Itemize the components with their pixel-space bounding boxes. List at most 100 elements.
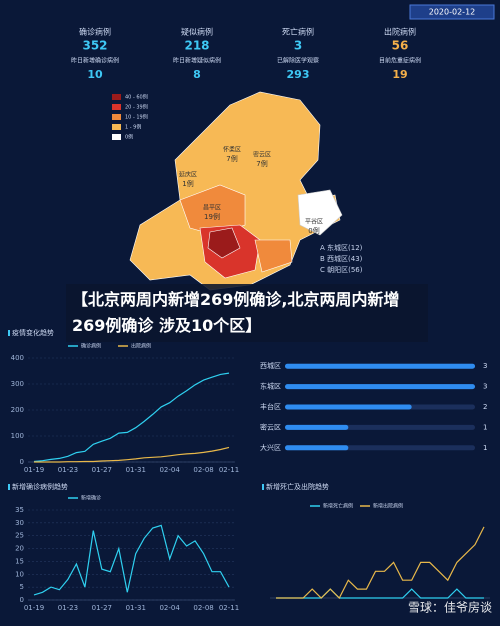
district-name: 延庆区 <box>179 171 197 179</box>
value-label: 1 <box>483 423 487 431</box>
y-tick-label: 35 <box>15 506 24 514</box>
stat-sub-label: 已解除医学观察 <box>277 57 319 65</box>
district-count: 7例 <box>226 154 237 163</box>
stat-label: 死亡病例 <box>282 27 314 37</box>
series-line <box>276 588 484 599</box>
series-line <box>33 372 230 463</box>
y-tick-label: 0 <box>20 458 24 466</box>
title-marker <box>262 484 264 490</box>
y-tick-label: 30 <box>15 519 24 527</box>
district-count: 19例 <box>204 212 220 221</box>
title-marker <box>8 484 10 490</box>
y-tick-label: 25 <box>15 532 24 540</box>
x-tick-label: 02-04 <box>159 466 180 474</box>
stat-sub-label: 昨日新增确诊病例 <box>71 57 119 65</box>
x-tick-label: 01-23 <box>58 604 78 612</box>
stat-sub-value: 10 <box>87 68 103 81</box>
chart-title: 新增确诊病例趋势 <box>12 482 68 491</box>
category-label: 西城区 <box>260 362 281 370</box>
legend-label: 20 - 39例 <box>125 104 148 111</box>
y-tick-label: 200 <box>11 406 24 414</box>
series-line <box>34 446 230 463</box>
legend-label: 10 - 19例 <box>125 114 148 121</box>
stat-value: 3 <box>294 39 302 53</box>
legend-label: 40 - 60例 <box>125 94 148 101</box>
legend-swatch <box>112 134 121 140</box>
stat-sub-label: 昨日新增疑似病例 <box>173 57 221 65</box>
x-tick-label: 02-08 <box>193 604 213 612</box>
x-tick-label: 01-31 <box>126 466 146 474</box>
legend-swatch <box>112 104 121 110</box>
bar <box>285 384 475 390</box>
bar <box>285 404 412 410</box>
date: 2020-02-12 <box>429 8 476 17</box>
x-tick-label: 01-31 <box>126 604 146 612</box>
title-marker <box>8 330 10 336</box>
y-tick-label: 0 <box>20 596 24 604</box>
bar <box>285 445 349 451</box>
stat-sub-label: 目前危重症病例 <box>379 57 421 65</box>
category-label: 丰台区 <box>260 402 281 411</box>
x-tick-label: 01-27 <box>92 466 112 474</box>
legend-label: 确诊病例 <box>81 343 101 350</box>
legend-label: 新增确诊 <box>81 495 101 502</box>
x-tick-label: 02-11 <box>219 604 239 612</box>
map <box>129 91 343 291</box>
date-box <box>409 4 495 20</box>
legend-label: 出院病例 <box>131 343 151 350</box>
y-tick-label: 100 <box>11 432 24 440</box>
watermark: 雪球：佳爷房谈 <box>408 600 492 615</box>
category-label: 大兴区 <box>260 443 281 452</box>
legend-swatch <box>112 94 121 100</box>
district-count: 1例 <box>182 179 193 188</box>
x-tick-label: 02-08 <box>193 466 213 474</box>
legend-label: 0例 <box>125 134 133 141</box>
value-label: 2 <box>483 403 487 411</box>
legend-label: 新增死亡病例 <box>323 503 353 510</box>
headline: 【北京两周内新增269例确诊,北京两周内新增269例确诊 涉及10个区】 <box>66 284 428 342</box>
value-label: 3 <box>483 362 487 370</box>
stat-label: 出院病例 <box>384 27 416 37</box>
value-label: 1 <box>483 444 487 452</box>
x-tick-label: 01-19 <box>24 466 44 474</box>
stat-label: 确诊病例 <box>79 27 111 37</box>
legend-swatch <box>112 114 121 120</box>
stat-value: 218 <box>184 39 209 53</box>
y-tick-label: 15 <box>15 557 24 565</box>
chart-title: 新增死亡及出院趋势 <box>266 482 329 491</box>
series-line <box>276 526 485 600</box>
stat-sub-value: 19 <box>392 68 407 81</box>
stat-value: 352 <box>82 39 107 53</box>
legend-swatch <box>112 124 121 130</box>
series-line <box>33 524 230 596</box>
bar <box>285 363 475 369</box>
legend-label: 新增出院病例 <box>373 503 403 510</box>
district-name: 平谷区 <box>305 218 323 226</box>
district-count: 7例 <box>256 159 267 168</box>
y-tick-label: 5 <box>20 583 24 591</box>
x-tick-label: 02-04 <box>159 604 180 612</box>
x-tick-label: 01-27 <box>92 604 112 612</box>
district-name: 昌平区 <box>203 205 221 212</box>
y-tick-label: 300 <box>11 380 24 388</box>
district-list-item: A 东城区(12) <box>320 243 363 252</box>
x-tick-label: 01-23 <box>58 466 78 474</box>
stat-label: 疑似病例 <box>181 27 213 37</box>
x-tick-label: 02-11 <box>219 466 239 474</box>
x-tick-label: 01-19 <box>24 604 44 612</box>
y-tick-label: 400 <box>11 354 24 362</box>
district-name: 怀柔区 <box>223 146 241 154</box>
stat-sub-value: 293 <box>287 68 310 81</box>
district-list-item: B 西城区(43) <box>320 255 363 263</box>
district-list-item: C 朝阳区(56) <box>320 265 363 274</box>
y-tick-label: 10 <box>15 570 24 578</box>
stat-value: 56 <box>392 39 409 53</box>
stat-sub-value: 8 <box>193 68 201 81</box>
chart-title: 疫情变化趋势 <box>12 328 54 337</box>
category-label: 东城区 <box>260 382 281 391</box>
category-label: 密云区 <box>260 422 281 431</box>
value-label: 3 <box>483 383 487 391</box>
legend-label: 1 - 9例 <box>125 124 141 131</box>
y-tick-label: 20 <box>15 545 24 553</box>
